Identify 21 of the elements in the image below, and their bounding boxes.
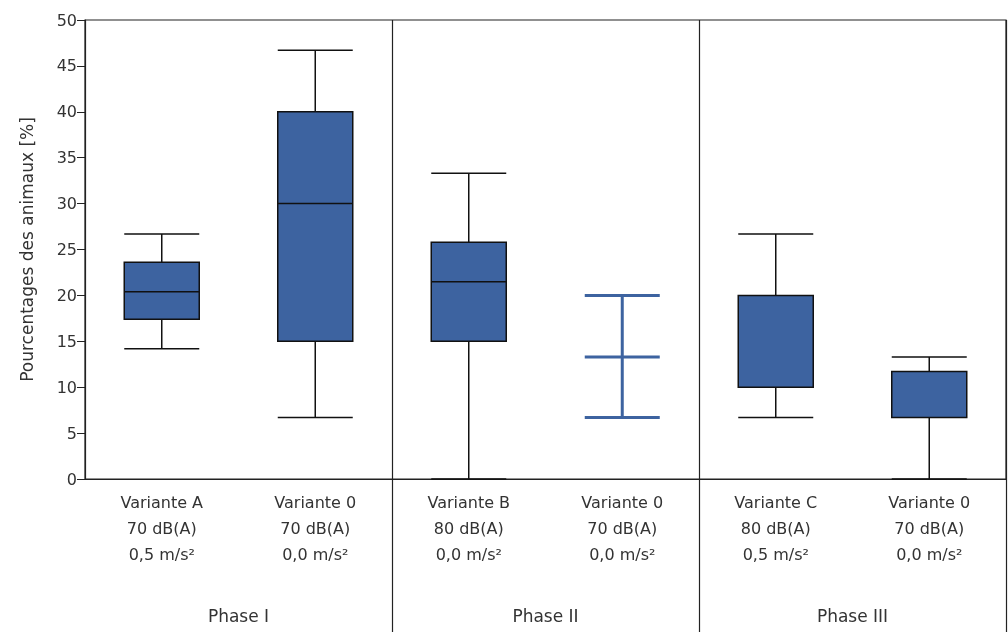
y-tick-label: 25 — [56, 240, 77, 259]
y-tick-label: 0 — [66, 469, 77, 489]
y-tick-label: 45 — [56, 56, 77, 76]
x-tick-label: Variante 0 70 dB(A) 0,0 m/s² — [888, 492, 971, 564]
x-tick-label: Variante 0 70 dB(A) 0,0 m/s² — [274, 492, 357, 564]
x-tick-label: Variante 0 70 dB(A) 0,0 m/s² — [581, 492, 664, 564]
y-tick-label: 40 — [56, 102, 77, 122]
y-tick-label: 15 — [56, 331, 77, 351]
y-tick-label: 5 — [66, 423, 77, 443]
y-tick-label: 35 — [56, 148, 77, 168]
y-tick-label: 20 — [56, 285, 77, 305]
y-axis-title: Pourcentages des animaux [%] — [16, 117, 37, 382]
y-tick-label: 10 — [56, 377, 77, 397]
x-tick-label: Variante C 80 dB(A) 0,5 m/s² — [734, 492, 818, 564]
x-tick-label: Variante B 80 dB(A) 0,0 m/s² — [427, 492, 511, 564]
text: Phase I — [207, 606, 270, 626]
x-tick-label: Variante A 70 dB(A) 0,5 m/s² — [120, 492, 204, 564]
text: Phase III — [816, 606, 889, 626]
y-tick-label: 50 — [56, 10, 77, 30]
y-tick-label: 30 — [56, 194, 77, 214]
text: Phase II — [512, 606, 579, 626]
